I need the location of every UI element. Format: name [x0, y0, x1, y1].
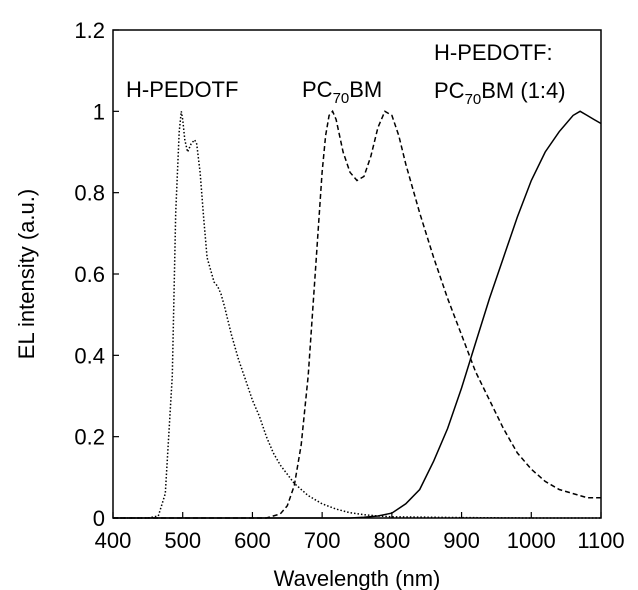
y-tick-label: 0.8 — [74, 181, 105, 206]
annotation-blend-line1-text: H-PEDOTF: — [434, 40, 553, 65]
series-line-solid — [113, 110, 602, 519]
y-tick-label: 0.6 — [74, 262, 105, 287]
annotation-pc70bm-bm: BM — [349, 77, 382, 102]
annotation-blend-bm: BM (1:4) — [481, 78, 565, 103]
x-tick-label: 700 — [304, 528, 341, 553]
annotation-blend-line2: PC70BM (1:4) — [434, 78, 566, 108]
y-tick-label: 1 — [93, 99, 105, 124]
y-axis: 0 0.2 0.4 0.6 0.8 1 1.2 — [74, 18, 119, 531]
x-axis: 400 500 600 700 800 900 1000 1100 — [95, 512, 625, 553]
x-tick-label: 900 — [443, 528, 480, 553]
y-tick-label: 0.2 — [74, 425, 105, 450]
y-tick-label: 1.2 — [74, 18, 105, 43]
plot-frame — [112, 29, 602, 519]
annotation-blend-sub: 70 — [465, 91, 482, 108]
annotation-pc70bm-pc: PC — [302, 77, 333, 102]
x-tick-label: 1100 — [577, 528, 624, 553]
x-tick-label: 800 — [373, 528, 410, 553]
series-line-dotted — [113, 111, 601, 519]
y-tick-label: 0.4 — [74, 343, 105, 368]
annotation-h-pedotf-text: H-PEDOTF — [126, 77, 238, 102]
annotation-blend-pc: PC — [434, 78, 465, 103]
x-tick-label: 500 — [164, 528, 201, 553]
annotation-blend-line1: H-PEDOTF: — [434, 40, 553, 65]
series-line-dashed — [113, 109, 601, 519]
x-axis-title: Wavelength (nm) — [274, 566, 441, 590]
series-layer — [113, 109, 602, 519]
y-axis-title: EL intensity (a.u.) — [14, 189, 39, 359]
x-tick-label: 600 — [234, 528, 271, 553]
annotation-pc70bm-sub: 70 — [333, 90, 350, 107]
x-tick-label: 400 — [95, 528, 132, 553]
x-tick-label: 1000 — [507, 528, 556, 553]
annotation-pc70bm: PC70BM — [302, 77, 382, 107]
annotation-h-pedotf: H-PEDOTF — [126, 77, 238, 102]
y-tick-label: 0 — [93, 506, 105, 531]
